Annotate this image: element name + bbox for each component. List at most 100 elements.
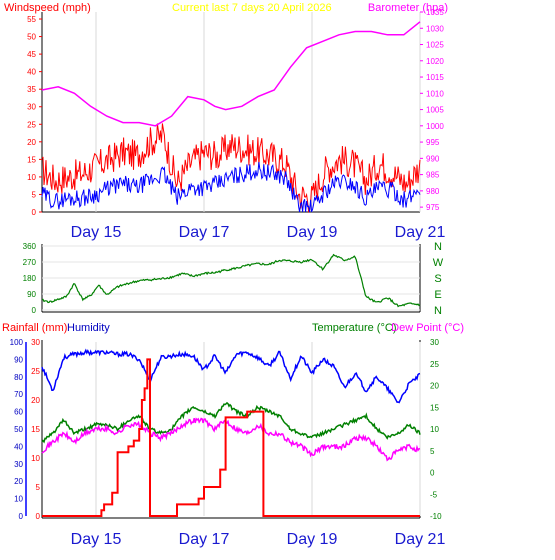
dewpoint-line [41, 417, 421, 462]
wind-direction-line [41, 253, 421, 308]
barometer-line [41, 21, 421, 127]
panel1-right-tick-label: 985 [426, 171, 440, 180]
panel1-right-tick-label: 975 [426, 203, 440, 212]
panel3-temperature-tick-label: 30 [430, 338, 439, 347]
panel1-left-tick-label: 40 [27, 68, 36, 77]
panel2-compass-label: N [434, 241, 442, 253]
panel2-compass-label: S [434, 273, 441, 285]
panel3-humidity-tick-label: 90 [14, 355, 23, 364]
panel2-series [41, 253, 421, 308]
windspeed-average-line [41, 162, 421, 213]
panel3-rain-tick-label: 25 [31, 367, 40, 376]
panel3-temperature-tick-label: 10 [430, 425, 439, 434]
panel1-left-tick-label: 50 [27, 33, 36, 42]
panel3-humidity-tick-label: 0 [19, 512, 24, 521]
panel1-left-ticks: 0 5 10 15 20 25 30 35 40 45 50 55 [27, 15, 42, 217]
panel1-x-ticks: Day 15 Day 17 Day 19 Day 21 [71, 224, 446, 241]
panel2-compass-label: W [433, 257, 444, 269]
panel3-temperature-ticks: -10 -5 0 5 10 15 20 25 30 [430, 338, 442, 521]
panel3-temperature-tick-label: 15 [430, 403, 439, 412]
panel1-series [41, 21, 421, 214]
temperature-line [41, 401, 421, 444]
panel2-compass-label: N [434, 305, 442, 317]
panel3-temperature-tick-label: 5 [430, 447, 435, 456]
panel3-humidity-tick-label: 80 [14, 373, 23, 382]
panel3-humidity-tick-label: 60 [14, 408, 23, 417]
rainfall-line [42, 358, 420, 517]
panel1-right-tick-label: 1020 [426, 57, 444, 66]
humidity-axis-label: Humidity [67, 322, 110, 334]
panel3-rain-tick-label: 30 [31, 338, 40, 347]
panel2-left-tick-label: 360 [23, 242, 37, 251]
panel3-x-tick-label: Day 21 [395, 531, 446, 548]
panel3-humidity-ticks: 0 10 20 30 40 50 60 70 80 90 100 [10, 338, 27, 521]
panel2-left-tick-label: 270 [23, 258, 37, 267]
panel1-left-tick-label: 55 [27, 15, 36, 24]
panel3-x-ticks: Day 15 Day 17 Day 19 Day 21 [71, 531, 446, 548]
panel1-right-ticks: 975 980 985 990 995 1000 1005 1010 1015 1020 1025 1… [420, 8, 444, 212]
panel2-left-ticks: 0 90 180 270 360 [23, 242, 37, 315]
panel3-rain-tick-label: 5 [36, 483, 41, 492]
chart-title: Current last 7 days 20 April 2026 [172, 2, 332, 14]
panel1-left-tick-label: 20 [27, 138, 36, 147]
panel3-rain-tick-label: 0 [36, 512, 41, 521]
panel2-grid [42, 245, 420, 311]
panel1-x-tick-label: Day 17 [179, 224, 230, 241]
panel3-x-tick-label: Day 19 [287, 531, 338, 548]
panel3-temperature-tick-label: 0 [430, 469, 435, 478]
dewpoint-axis-label: Dew Point (°C) [391, 322, 464, 334]
panel2-left-tick-label: 90 [27, 290, 36, 299]
panel2-left-tick-label: 0 [32, 306, 37, 315]
panel1-left-tick-label: 15 [27, 155, 36, 164]
panel1-left-tick-label: 35 [27, 85, 36, 94]
panel3-rain-tick-label: 10 [31, 454, 40, 463]
panel1-right-tick-label: 1015 [426, 73, 444, 82]
panel3-rain-tick-label: 15 [31, 425, 40, 434]
temperature-axis-label: Temperature (°C) [312, 322, 396, 334]
panel3-rain-ticks: 0 5 10 15 20 25 30 [31, 338, 40, 521]
panel2-left-tick-label: 180 [23, 274, 37, 283]
panel1-left-tick-label: 5 [32, 190, 37, 199]
panel1-right-tick-label: 990 [426, 154, 440, 163]
panel1-x-tick-label: Day 15 [71, 224, 122, 241]
panel1-right-tick-label: 1025 [426, 41, 444, 50]
humidity-line [41, 348, 421, 404]
panel3-temperature-tick-label: 20 [430, 382, 439, 391]
panel3-humidity-tick-label: 100 [10, 338, 24, 347]
panel1-left-tick-label: 0 [32, 208, 37, 217]
panel1-right-tick-label: 1035 [426, 8, 444, 17]
panel1-right-tick-label: 995 [426, 138, 440, 147]
panel1-left-tick-label: 45 [27, 50, 36, 59]
panel3-x-tick-label: Day 15 [71, 531, 122, 548]
panel1-right-tick-label: 1005 [426, 106, 444, 115]
rainfall-axis-label: Rainfall (mm) [2, 322, 67, 334]
panel1-right-tick-label: 1000 [426, 122, 444, 131]
panel3-humidity-tick-label: 40 [14, 442, 23, 451]
panel3-humidity-tick-label: 10 [14, 495, 23, 504]
panel3-temperature-tick-label: -10 [430, 512, 442, 521]
panel3-temperature-tick-label: 25 [430, 360, 439, 369]
panel1-left-tick-label: 10 [27, 173, 36, 182]
windspeed-gust-line [41, 123, 421, 214]
panel1-left-tick-label: 30 [27, 103, 36, 112]
panel2-compass-label: E [434, 289, 441, 301]
panel3-rain-tick-label: 20 [31, 396, 40, 405]
panel3-humidity-tick-label: 30 [14, 460, 23, 469]
panel3-series [41, 348, 421, 517]
panel3-temperature-tick-label: -5 [430, 490, 438, 499]
windspeed-axis-label: Windspeed (mph) [4, 2, 91, 14]
panel1-right-tick-label: 1010 [426, 89, 444, 98]
barometer-axis-label: Barometer (hpa) [368, 2, 448, 14]
panel1-x-tick-label: Day 19 [287, 224, 338, 241]
panel3-humidity-tick-label: 70 [14, 390, 23, 399]
panel1-right-tick-label: 980 [426, 187, 440, 196]
panel3-humidity-tick-label: 20 [14, 477, 23, 486]
panel3-x-tick-label: Day 17 [179, 531, 230, 548]
panel1-x-tick-label: Day 21 [395, 224, 446, 241]
panel3-humidity-tick-label: 50 [14, 425, 23, 434]
panel1-left-tick-label: 25 [27, 120, 36, 129]
panel1-right-tick-label: 1030 [426, 24, 444, 33]
